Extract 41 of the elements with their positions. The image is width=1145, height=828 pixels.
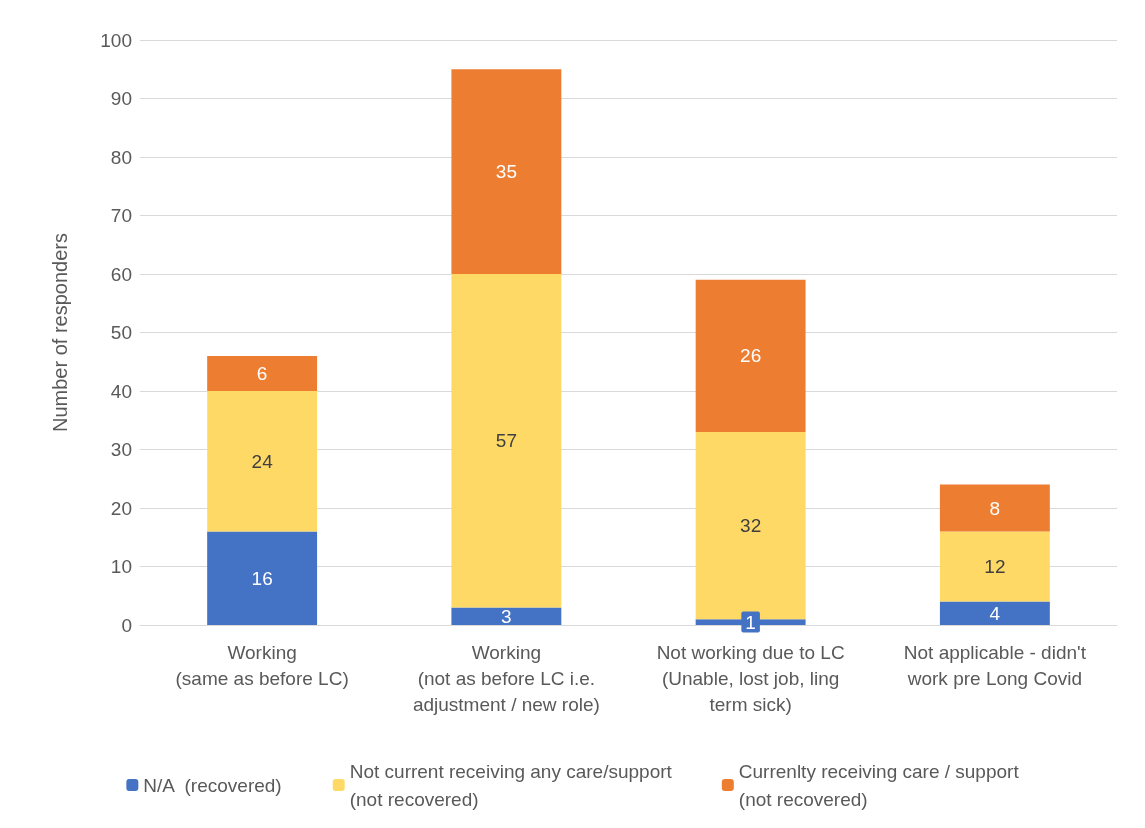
y-tick-label: 20 xyxy=(110,497,132,519)
y-tick-label: 50 xyxy=(110,322,132,343)
bar xyxy=(695,279,806,432)
data-label: 3 xyxy=(501,605,512,627)
data-label: 12 xyxy=(984,556,1006,577)
y-axis-title: Number of responders xyxy=(49,233,71,432)
bar xyxy=(939,601,1050,625)
x-tick-label: Working (not as before LC i.e. adjustment / new role) xyxy=(412,641,600,715)
y-tick-label: 70 xyxy=(110,205,132,226)
x-tick-label: Not working due to LC (Unable, lost job, ling term sick) xyxy=(656,641,845,715)
bar xyxy=(451,274,562,608)
data-label: 6 xyxy=(256,362,268,384)
y-tick-label: 30 xyxy=(110,439,132,460)
legend-label: N/A (recovered) xyxy=(143,774,282,796)
bar xyxy=(939,531,1050,602)
y-tick-label: 80 xyxy=(110,146,132,168)
data-label: 16 xyxy=(251,567,273,589)
y-tick-label: 0 xyxy=(121,614,132,636)
data-label: 1 xyxy=(745,611,756,633)
bar xyxy=(207,531,318,625)
y-tick-label: 60 xyxy=(110,263,132,285)
bar xyxy=(451,69,562,274)
data-label: 8 xyxy=(989,497,1001,519)
y-tick-label: 90 xyxy=(110,88,132,109)
bar xyxy=(939,484,1050,532)
y-tick-label: 100 xyxy=(100,29,132,51)
data-label: 35 xyxy=(495,161,517,183)
y-tick-label: 40 xyxy=(110,380,132,402)
data-label: 4 xyxy=(989,602,1001,624)
y-tick-label: 10 xyxy=(110,556,132,577)
data-label: 57 xyxy=(495,430,517,452)
x-tick-label: Working (same as before LC) xyxy=(175,641,349,689)
bar xyxy=(207,391,318,532)
bar xyxy=(207,355,318,391)
data-label: 24 xyxy=(251,450,274,472)
x-tick-label: Not applicable - didn't work pre Long Covid xyxy=(903,641,1087,689)
legend-label: Currenlty receiving care / support (not recovered) xyxy=(738,760,1020,810)
data-label: 32 xyxy=(740,515,762,537)
data-label: 26 xyxy=(740,345,762,367)
legend-label: Not current receiving any care/support (not recovered) xyxy=(349,760,673,810)
bar xyxy=(451,607,562,625)
